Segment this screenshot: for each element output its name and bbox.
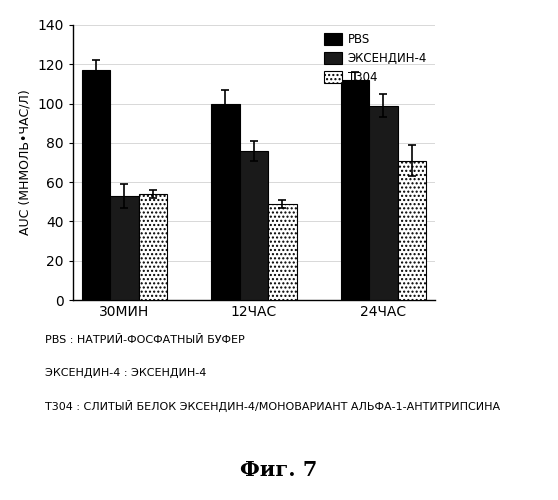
Legend: PBS, ЭКСЕНДИН-4, Т304: PBS, ЭКСЕНДИН-4, Т304 xyxy=(321,31,429,86)
Y-axis label: AUC (МНМОЛЬ•ЧАС/Л): AUC (МНМОЛЬ•ЧАС/Л) xyxy=(18,90,32,236)
Bar xyxy=(369,106,398,300)
Text: Фиг. 7: Фиг. 7 xyxy=(240,460,318,480)
Bar xyxy=(341,80,369,300)
Bar xyxy=(138,194,167,300)
Bar xyxy=(268,204,297,300)
Text: ЭКСЕНДИН-4 : ЭКСЕНДИН-4: ЭКСЕНДИН-4 : ЭКСЕНДИН-4 xyxy=(45,368,206,378)
Bar xyxy=(110,196,138,300)
Bar xyxy=(211,104,239,300)
Bar xyxy=(81,70,110,300)
Bar xyxy=(398,160,426,300)
Text: Т304 : СЛИТЫЙ БЕЛОК ЭКСЕНДИН-4/МОНОВАРИАНТ АЛЬФА-1-АНТИТРИПСИНА: Т304 : СЛИТЫЙ БЕЛОК ЭКСЕНДИН-4/МОНОВАРИА… xyxy=(45,400,500,412)
Bar xyxy=(239,150,268,300)
Text: PBS : НАТРИЙ-ФОСФАТНЫЙ БУФЕР: PBS : НАТРИЙ-ФОСФАТНЫЙ БУФЕР xyxy=(45,335,244,345)
